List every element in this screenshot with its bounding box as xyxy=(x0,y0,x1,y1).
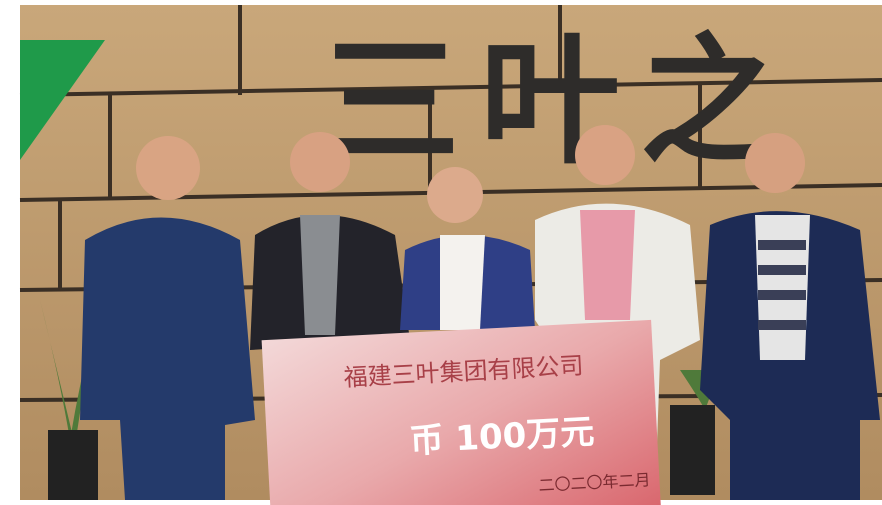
logo xyxy=(20,40,105,160)
wall-sign: 三叶之 xyxy=(320,21,800,184)
person xyxy=(700,133,880,500)
person xyxy=(80,136,255,500)
person xyxy=(400,167,535,330)
person xyxy=(250,132,410,350)
people xyxy=(80,125,880,500)
check-board: 福建三叶集团有限公司 币 100万元 二〇二〇年二月 xyxy=(261,319,662,505)
board xyxy=(261,319,662,505)
check-amount: 币 100万元 xyxy=(409,412,596,462)
